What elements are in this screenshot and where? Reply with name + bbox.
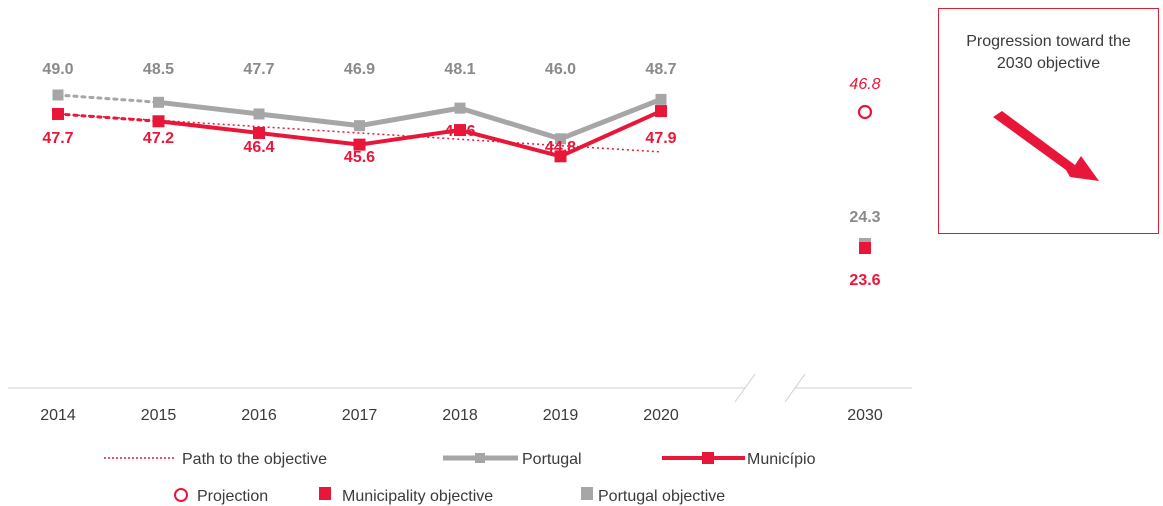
municipio-data-label: 47.2 [143, 130, 174, 147]
x-tick-label: 2015 [141, 407, 177, 424]
portugal-objective-label: 24.3 [849, 209, 880, 226]
projection-marker [857, 104, 873, 120]
chart-canvas: 2014 2015 2016 2017 2018 2019 2020 2030 49.0 48.5… [8, 61, 912, 505]
x-tick-label: 2018 [442, 407, 478, 424]
progression-info-text: Progression toward the 2030 objective [966, 33, 1131, 72]
municipio-point [253, 126, 265, 139]
municipio-data-label: 47.7 [42, 130, 73, 147]
portugal-data-label: 46.0 [545, 61, 576, 78]
portugal-point [153, 96, 164, 108]
portugal-dotted-segment [56, 93, 160, 104]
portugal-point [555, 133, 566, 145]
portugal-series-line [158, 97, 662, 142]
municipio-point [554, 150, 567, 163]
municipio-point [52, 107, 64, 120]
x-tick-label: 2030 [847, 407, 883, 424]
municipality-objective-label: 23.6 [849, 272, 880, 289]
legend-municipality-objective-marker [319, 487, 331, 500]
portugal-point [253, 108, 265, 120]
x-tick-label: 2019 [543, 407, 579, 424]
portugal-point [454, 102, 466, 114]
legend-projection-label: Projection [197, 488, 268, 505]
legend-municipio-label: Município [747, 451, 816, 468]
projection-label: 46.8 [849, 76, 880, 93]
municipio-point [454, 124, 466, 137]
portugal-data-label: 48.5 [143, 61, 174, 78]
municipio-point [655, 105, 667, 118]
municipio-series-line [158, 109, 662, 159]
municipio-data-label: 44.8 [545, 139, 576, 156]
legend-portugal-label: Portugal [522, 451, 582, 468]
municipality-objective-marker [859, 242, 871, 254]
legend-portugal-objective-label: Portugal objective [598, 488, 725, 505]
legend-portugal-marker [475, 453, 485, 463]
municipio-point [152, 115, 165, 128]
portugal-data-label: 46.9 [344, 61, 375, 78]
municipio-dotted-segment [56, 112, 160, 123]
axis-break-mark [734, 373, 756, 403]
x-tick-label: 2016 [241, 407, 277, 424]
legend-municipality-objective-label: Municipality objective [342, 488, 493, 505]
portugal-data-label: 48.7 [645, 61, 676, 78]
x-tick-label: 2014 [40, 407, 76, 424]
portugal-data-label: 49.0 [42, 61, 73, 78]
portugal-point [655, 93, 667, 105]
legend-portugal-objective-marker [581, 487, 593, 500]
progression-info-box: Progression toward the 2030 objective [938, 8, 1159, 234]
arrow-down-right-icon [993, 111, 1099, 181]
x-tick-label: 2020 [643, 407, 679, 424]
municipio-data-label: 47.9 [645, 130, 676, 147]
municipio-point [353, 138, 366, 151]
legend-municipio-marker [702, 452, 714, 464]
legend-path-label: Path to the objective [182, 451, 327, 468]
portugal-data-label: 47.7 [243, 61, 274, 78]
municipio-data-label: 46.6 [444, 123, 475, 140]
legend-projection-marker [174, 488, 188, 502]
portugal-point [52, 89, 64, 101]
portugal-data-label: 48.1 [444, 61, 475, 78]
municipio-data-label: 46.4 [243, 139, 274, 156]
portugal-point [354, 120, 365, 132]
municipio-data-label: 45.6 [344, 149, 375, 166]
x-tick-label: 2017 [342, 407, 378, 424]
axis-break-mark [784, 373, 806, 403]
